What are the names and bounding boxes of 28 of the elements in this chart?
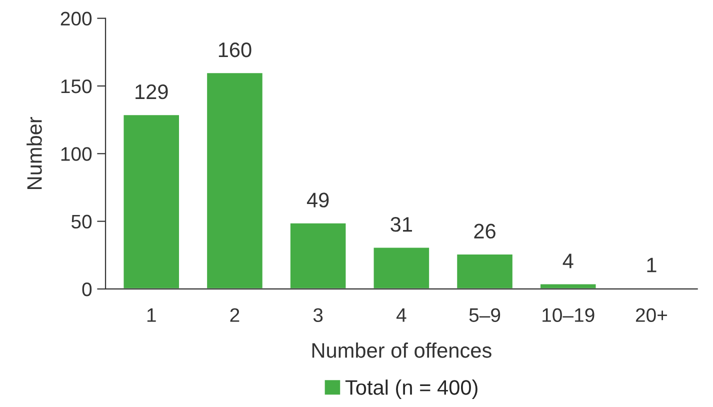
- bar: [206, 72, 264, 289]
- x-tick-label: 4: [396, 308, 406, 322]
- data-label: 31: [390, 217, 412, 232]
- x-axis-title: Number of offences: [312, 342, 492, 358]
- y-tick-label: 100: [61, 147, 92, 161]
- y-tick-label: 150: [61, 79, 92, 94]
- data-label: 129: [136, 84, 168, 100]
- bar: [289, 222, 348, 289]
- data-label: 49: [306, 192, 329, 208]
- x-tick-label: 3: [313, 308, 323, 322]
- x-tick-label: 20+: [636, 308, 668, 322]
- x-tick-label: 10–19: [542, 308, 594, 322]
- bar: [456, 253, 514, 289]
- y-axis-title: Number: [26, 116, 42, 189]
- x-tick-label: 5–9: [469, 308, 500, 322]
- x-tick-label: 1: [147, 308, 156, 322]
- data-label: 1: [647, 258, 656, 272]
- y-tick-label: 50: [71, 214, 92, 229]
- x-tick-label: 2: [230, 308, 240, 322]
- y-tick-label: 0: [82, 282, 92, 296]
- bar: [372, 246, 430, 289]
- y-tick-label: 200: [60, 12, 92, 26]
- bar: [122, 114, 180, 289]
- bar: [539, 282, 598, 289]
- data-label: 26: [474, 224, 496, 239]
- data-label: 4: [562, 254, 574, 268]
- data-label: 160: [218, 42, 252, 58]
- legend-label: Total (n = 400): [345, 380, 478, 399]
